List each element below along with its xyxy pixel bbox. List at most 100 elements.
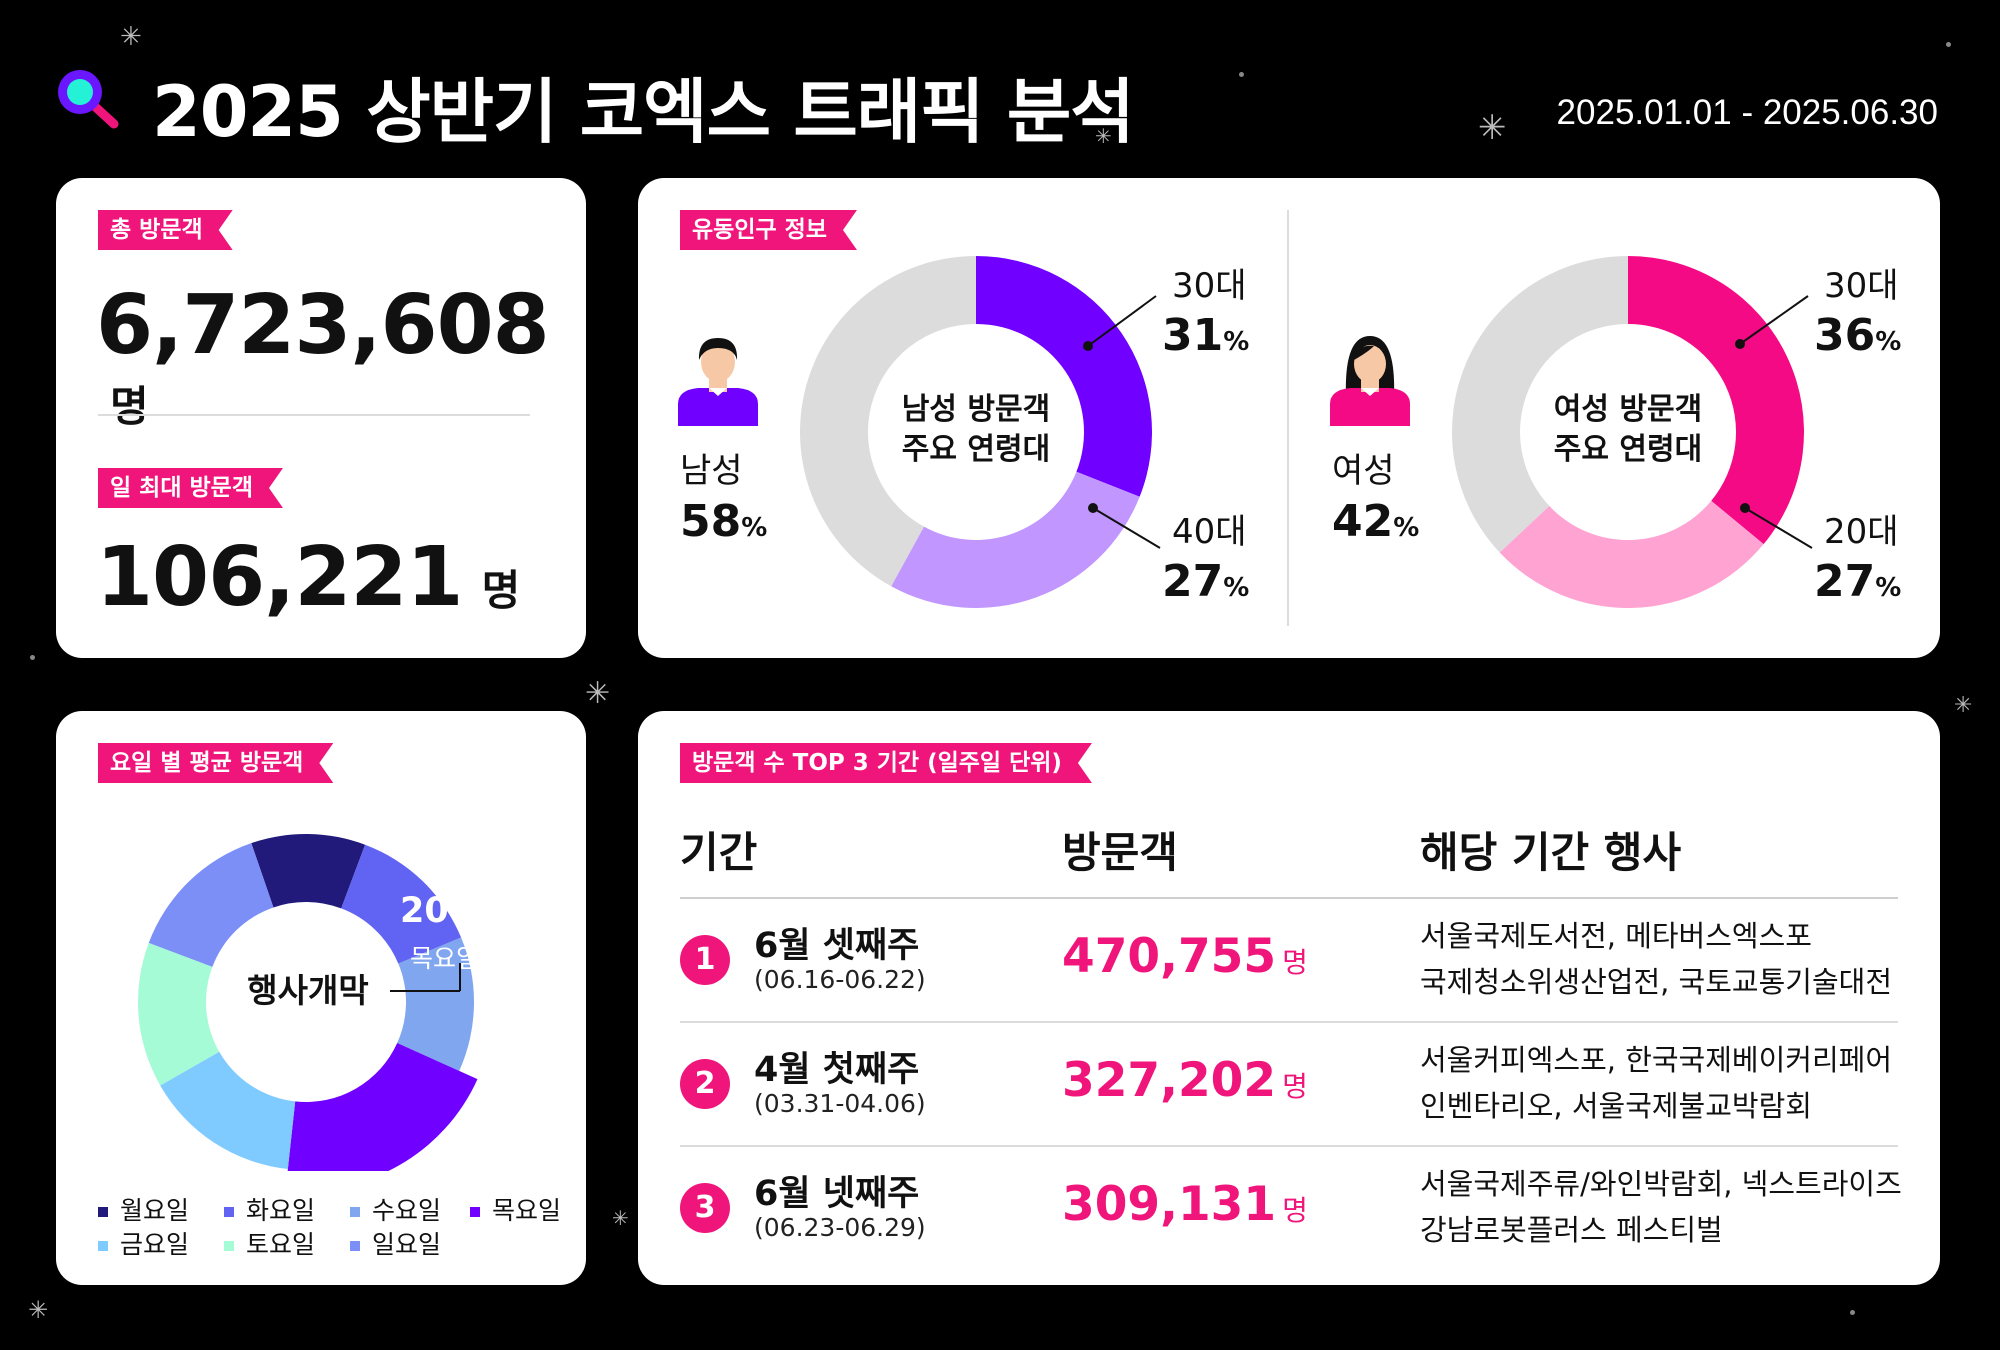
total-visitors-tag: 총 방문객 bbox=[98, 210, 233, 250]
sparkle-icon: ✳ bbox=[120, 22, 142, 52]
female-donut-center-label: 여성 방문객 주요 연령대 bbox=[1553, 392, 1703, 467]
header-events: 해당 기간 행사 bbox=[1420, 828, 1682, 877]
legend-label: 월요일 bbox=[120, 1196, 190, 1225]
legend-label: 일요일 bbox=[372, 1230, 442, 1259]
week-label: 4월 첫째주 bbox=[754, 1050, 920, 1090]
row-divider bbox=[680, 1021, 1898, 1023]
legend-item: 목요일 bbox=[470, 1191, 561, 1227]
donut-slice-금요일 bbox=[160, 1051, 296, 1170]
sparkle-icon: ✳ bbox=[585, 676, 611, 711]
female-age-donut bbox=[1452, 256, 1804, 608]
female-30s-label: 30대 bbox=[1824, 266, 1899, 306]
donut-slice-other bbox=[800, 256, 976, 587]
decor-dot bbox=[1946, 42, 1951, 47]
donut-slice-30대 bbox=[976, 256, 1152, 497]
donut-slice-40대 bbox=[891, 471, 1140, 608]
date-range: 2025.01.01 - 2025.06.30 bbox=[1556, 93, 1938, 132]
floating-population-tag: 유동인구 정보 bbox=[680, 210, 857, 250]
week-range: (03.31-04.06) bbox=[754, 1089, 926, 1118]
donut-slice-월요일 bbox=[251, 834, 366, 909]
table-row: 1 6월 셋째주 (06.16-06.22) 470,755 명 서울국제도서전,… bbox=[638, 899, 1940, 1021]
male-40s-pct: 27% bbox=[1162, 556, 1250, 607]
total-visitors-value: 6,723,608 명 bbox=[96, 278, 550, 431]
donut-slice-other bbox=[1452, 256, 1628, 553]
thursday-pct: 20% bbox=[400, 891, 471, 931]
legend-label: 화요일 bbox=[246, 1196, 316, 1225]
legend-item: 일요일 bbox=[350, 1225, 441, 1261]
donut-slice-30대 bbox=[1628, 256, 1804, 545]
decor-dot bbox=[1850, 1310, 1855, 1315]
legend-label: 수요일 bbox=[372, 1196, 442, 1225]
events-list: 서울국제도서전, 메타버스엑스포 국제청소위생산업전, 국토교통기술대전 bbox=[1420, 919, 1892, 999]
legend-swatch bbox=[470, 1207, 480, 1217]
legend-swatch bbox=[98, 1241, 108, 1251]
visitor-count: 327,202 명 bbox=[1062, 1053, 1308, 1108]
male-percentage: 58% bbox=[680, 496, 768, 547]
legend-swatch bbox=[350, 1241, 360, 1251]
page-title: 2025 상반기 코엑스 트래픽 분석 bbox=[152, 71, 1135, 153]
events-list: 서울국제주류/와인박람회, 넥스트라이즈 강남로봇플러스 페스티벌 bbox=[1420, 1167, 1902, 1247]
legend-label: 금요일 bbox=[120, 1230, 190, 1259]
weekday-tag: 요일 별 평균 방문객 bbox=[98, 743, 333, 783]
legend-item: 수요일 bbox=[350, 1191, 441, 1227]
weekday-donut bbox=[138, 834, 478, 1171]
female-percentage: 42% bbox=[1332, 496, 1420, 547]
female-avatar-icon bbox=[1330, 326, 1410, 426]
sparkle-icon: ✳ bbox=[1954, 693, 1973, 718]
legend-item: 금요일 bbox=[98, 1225, 189, 1261]
top3-card: 방문객 수 TOP 3 기간 (일주일 단위) 기간 방문객 해당 기간 행사 … bbox=[638, 711, 1940, 1285]
rank-badge: 3 bbox=[680, 1183, 730, 1233]
vertical-divider bbox=[1287, 210, 1289, 626]
male-40s-label: 40대 bbox=[1172, 512, 1247, 552]
divider bbox=[98, 414, 530, 416]
row-divider bbox=[680, 1145, 1898, 1147]
legend-swatch bbox=[350, 1207, 360, 1217]
female-leader-lines bbox=[1735, 295, 1813, 549]
female-20s-label: 20대 bbox=[1824, 512, 1899, 552]
floating-population-card: 유동인구 정보 남성 58% 남성 방문객 주요 연령대 30대 31% 40대 … bbox=[638, 178, 1940, 658]
male-30s-label: 30대 bbox=[1172, 266, 1247, 306]
sparkle-icon: ✳ bbox=[28, 1296, 49, 1324]
table-row: 2 4월 첫째주 (03.31-04.06) 327,202 명 서울커피엑스포,… bbox=[638, 1023, 1940, 1145]
female-label: 여성 bbox=[1332, 451, 1395, 491]
week-label: 6월 넷째주 bbox=[754, 1174, 920, 1214]
donut-slice-일요일 bbox=[148, 843, 274, 967]
male-30s-pct: 31% bbox=[1162, 310, 1250, 361]
legend-swatch bbox=[224, 1241, 234, 1251]
magnifier-icon bbox=[54, 66, 124, 136]
unit-label: 명 bbox=[481, 566, 521, 615]
male-donut-center-label: 남성 방문객 주요 연령대 bbox=[901, 392, 1051, 467]
week-range: (06.16-06.22) bbox=[754, 965, 926, 994]
weekday-center-label: 행사개막 bbox=[247, 971, 369, 1010]
male-age-donut bbox=[800, 256, 1152, 608]
thursday-label: 목요일 bbox=[410, 944, 480, 973]
legend-item: 토요일 bbox=[224, 1225, 315, 1261]
male-avatar-icon bbox=[678, 326, 758, 426]
visitor-count: 309,131 명 bbox=[1062, 1177, 1308, 1232]
male-label: 남성 bbox=[680, 451, 743, 491]
legend-item: 화요일 bbox=[224, 1191, 315, 1227]
unit-label: 명 bbox=[110, 382, 149, 431]
top3-tag: 방문객 수 TOP 3 기간 (일주일 단위) bbox=[680, 743, 1092, 783]
week-range: (06.23-06.29) bbox=[754, 1213, 926, 1242]
female-20s-pct: 27% bbox=[1814, 556, 1902, 607]
rank-badge: 2 bbox=[680, 1059, 730, 1109]
legend-swatch bbox=[224, 1207, 234, 1217]
legend-swatch bbox=[98, 1207, 108, 1217]
sparkle-icon: ✳ bbox=[1478, 108, 1507, 148]
legend-label: 목요일 bbox=[492, 1196, 562, 1225]
female-30s-pct: 36% bbox=[1814, 310, 1902, 361]
donut-slice-토요일 bbox=[138, 942, 220, 1086]
sparkle-icon: ✳ bbox=[1095, 124, 1112, 148]
visitor-count: 470,755 명 bbox=[1062, 929, 1308, 984]
week-label: 6월 셋째주 bbox=[754, 926, 920, 966]
header-visitors: 방문객 bbox=[1062, 828, 1178, 877]
sparkle-icon: ✳ bbox=[612, 1206, 629, 1230]
totals-card: 총 방문객 6,723,608 명 일 최대 방문객 106,221 명 bbox=[56, 178, 586, 658]
legend-item: 월요일 bbox=[98, 1191, 189, 1227]
table-divider bbox=[680, 897, 1898, 899]
table-row: 3 6월 넷째주 (06.23-06.29) 309,131 명 서울국제주류/와… bbox=[638, 1147, 1940, 1269]
donut-slice-수요일 bbox=[397, 937, 474, 1071]
donut-slice-화요일 bbox=[341, 844, 462, 964]
